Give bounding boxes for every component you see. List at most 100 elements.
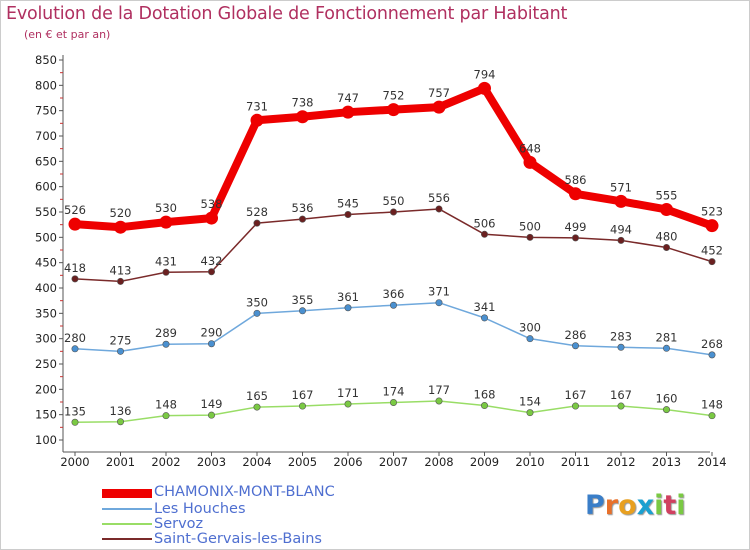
x-tick-label: 2011 [561,455,590,469]
legend-label-leshouches: Les Houches [154,501,246,517]
data-label-servoz: 135 [64,404,86,418]
data-point-servoz [662,406,670,414]
legend-label-stgervais: Saint-Gervais-les-Bains [154,531,322,547]
y-tick-label: 650 [35,154,57,168]
data-label-stgervais: 500 [519,219,541,233]
y-tick-label: 600 [35,180,57,194]
data-label-stgervais: 536 [292,201,314,215]
data-point-chamonix [341,105,355,119]
logo-letter: i [654,490,664,521]
data-point-stgervais [253,219,261,227]
data-label-stgervais: 432 [201,254,223,268]
y-tick-label: 250 [35,357,57,371]
data-label-servoz: 160 [656,392,678,406]
data-point-servoz [117,418,125,426]
data-label-leshouches: 366 [383,287,405,301]
x-tick-label: 2008 [424,455,453,469]
x-tick-label: 2000 [60,455,89,469]
legend-swatch-servoz [102,523,152,525]
data-label-stgervais: 556 [428,191,450,205]
chart-title: Evolution de la Dotation Globale de Fonc… [6,4,568,24]
data-point-chamonix [569,187,582,201]
data-point-chamonix [523,155,537,169]
data-label-chamonix: 523 [701,205,723,219]
data-point-leshouches [389,301,397,309]
data-point-chamonix [614,194,628,208]
logo-letter: i [676,490,686,521]
y-tick-label: 100 [35,433,57,447]
data-point-servoz [298,402,306,410]
data-label-chamonix: 731 [246,99,268,113]
x-tick-label: 2002 [151,455,180,469]
x-tick-label: 2010 [515,455,544,469]
legend-label-servoz: Servoz [154,516,204,532]
data-label-chamonix: 586 [565,173,587,187]
data-point-servoz [71,418,79,426]
data-point-leshouches [480,314,488,322]
data-point-chamonix [387,103,400,117]
x-tick-label: 2009 [470,455,499,469]
y-tick-label: 450 [35,256,57,270]
data-label-servoz: 171 [337,386,359,400]
data-point-leshouches [571,342,579,350]
data-point-leshouches [617,343,625,351]
data-label-servoz: 168 [474,388,496,402]
data-label-servoz: 174 [383,385,405,399]
data-label-servoz: 149 [201,397,223,411]
y-tick-label: 750 [35,104,57,118]
x-tick-label: 2003 [197,455,226,469]
data-label-stgervais: 431 [155,254,177,268]
data-label-leshouches: 341 [474,300,496,314]
data-point-servoz [708,412,716,420]
data-label-leshouches: 289 [155,326,177,340]
data-label-stgervais: 418 [64,261,86,275]
data-label-servoz: 154 [519,395,541,409]
y-tick-label: 400 [35,281,57,295]
data-label-stgervais: 480 [656,229,678,243]
data-label-stgervais: 506 [474,216,496,230]
data-point-stgervais [662,243,670,251]
data-point-leshouches [117,347,125,355]
data-point-chamonix [205,211,218,225]
data-point-chamonix [68,217,82,231]
logo-letter: o [618,490,637,521]
data-label-stgervais: 452 [701,244,723,258]
data-label-servoz: 148 [155,398,177,412]
logo-letter: x [636,490,655,521]
data-point-stgervais [708,258,716,266]
data-label-servoz: 136 [110,404,132,418]
data-point-stgervais [208,268,216,276]
data-point-leshouches [344,304,352,312]
x-tick-label: 2012 [606,455,635,469]
y-tick-label: 200 [35,382,57,396]
data-point-servoz [389,399,397,407]
data-label-stgervais: 499 [565,220,587,234]
data-label-leshouches: 300 [519,321,541,335]
logo-letter: P [585,490,605,521]
data-label-stgervais: 413 [110,263,132,277]
logo-letter: r [604,490,619,521]
data-label-chamonix: 520 [110,206,132,220]
data-point-servoz [344,400,352,408]
data-point-leshouches [208,340,216,348]
y-tick-label: 350 [35,306,57,320]
x-tick-label: 2005 [288,455,317,469]
data-label-chamonix: 555 [656,188,678,202]
data-label-leshouches: 361 [337,290,359,304]
y-tick-label: 800 [35,78,57,92]
data-point-servoz [571,402,579,410]
y-tick-label: 150 [35,408,57,422]
data-point-chamonix [432,100,446,114]
data-point-stgervais [571,234,579,242]
data-point-chamonix [250,113,264,127]
data-label-leshouches: 275 [110,333,132,347]
data-point-stgervais [162,268,170,276]
data-label-servoz: 167 [565,388,587,402]
x-tick-label: 2006 [333,455,362,469]
data-label-stgervais: 494 [610,222,632,236]
y-tick-label: 550 [35,205,57,219]
legend-label-chamonix: CHAMONIX-MONT-BLANC [154,484,335,500]
data-point-leshouches [71,345,79,353]
data-label-leshouches: 350 [246,295,268,309]
data-label-leshouches: 290 [201,326,223,340]
